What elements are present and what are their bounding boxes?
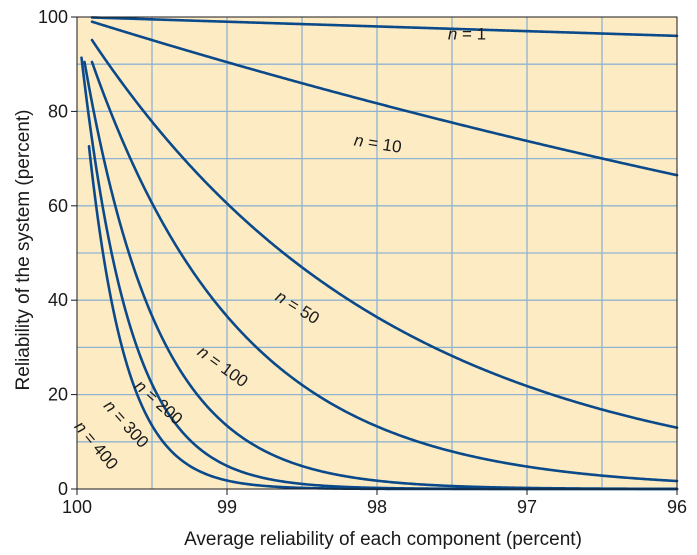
series-line-n100: [90, 60, 679, 483]
y-tick-label: 60: [48, 196, 68, 216]
series-line-n10: [90, 20, 679, 177]
series-label-n1: n = 1: [448, 25, 486, 44]
y-axis-ticks: 0 20 40 60 80 100: [38, 7, 77, 499]
x-tick-label: 97: [517, 497, 537, 517]
y-tick-label: 20: [48, 385, 68, 405]
y-axis-label: Reliability of the system (percent): [13, 110, 34, 391]
x-axis-ticks: 100 99 98 97 96: [62, 489, 687, 517]
x-axis-label: Average reliability of each component (p…: [184, 529, 582, 550]
grid: [77, 17, 677, 489]
y-tick-label: 80: [48, 101, 68, 121]
series-line-n1: [90, 16, 679, 38]
y-tick-label: 40: [48, 290, 68, 310]
x-tick-label: 100: [62, 497, 92, 517]
series-line-n50: [90, 38, 679, 429]
x-tick-label: 96: [667, 497, 687, 517]
y-tick-label: 100: [38, 7, 68, 27]
y-tick-label: 0: [58, 479, 68, 499]
x-tick-label: 99: [217, 497, 237, 517]
x-tick-label: 98: [367, 497, 387, 517]
